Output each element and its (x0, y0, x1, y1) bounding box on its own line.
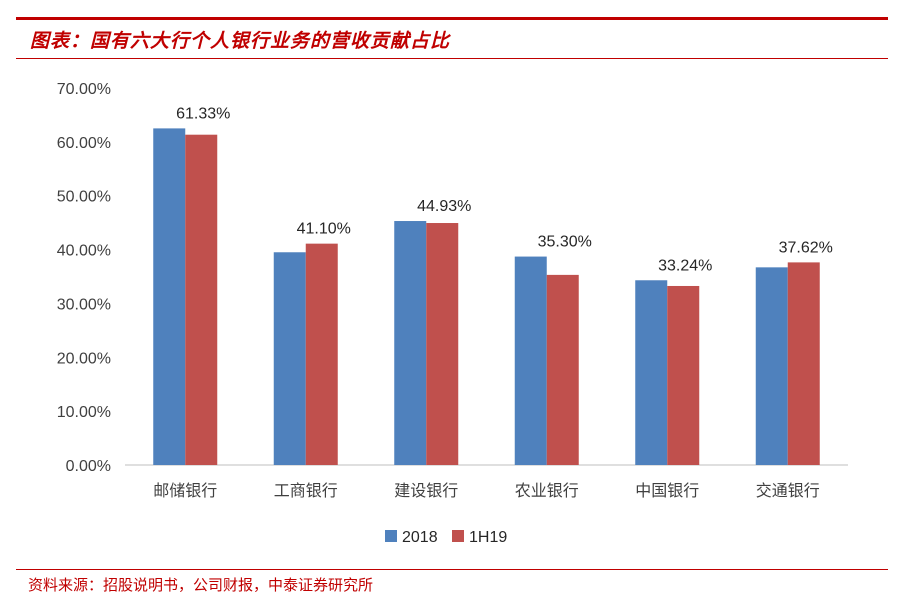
category-label: 农业银行 (515, 481, 579, 500)
bar-1H19 (667, 285, 700, 465)
category-label: 邮储银行 (153, 481, 217, 500)
category-label: 工商银行 (274, 481, 338, 500)
y-tick-label: 20.00% (57, 350, 111, 367)
category-label: 建设银行 (394, 481, 458, 500)
legend-label: 2018 (402, 529, 438, 546)
footer-rule (16, 569, 888, 570)
bars (153, 128, 820, 465)
category-label: 交通银行 (756, 481, 820, 500)
legend-swatch-2018 (385, 530, 397, 542)
legend-swatch-1H19 (452, 530, 464, 542)
data-label: 61.33% (176, 105, 230, 122)
data-label: 44.93% (417, 198, 471, 215)
bar-1H19 (426, 223, 459, 465)
category-labels: 邮储银行 工商银行 建设银行 农业银行 中国银行 交通银行 (153, 481, 820, 500)
legend: 2018 1H19 (385, 529, 507, 546)
y-tick-label: 0.00% (66, 458, 111, 475)
bar-1H19 (305, 243, 338, 465)
bar-2018 (514, 256, 547, 465)
y-tick-label: 30.00% (57, 296, 111, 313)
category-label: 中国银行 (635, 481, 699, 500)
y-tick-label: 50.00% (57, 189, 111, 206)
legend-label: 1H19 (469, 529, 507, 546)
title-top-rule (16, 17, 888, 20)
data-labels: 61.33% 41.10% 44.93% 35.30% 33.24% 37.62% (176, 105, 833, 274)
bar-2018 (273, 252, 306, 465)
source-note: 资料来源：招股说明书，公司财报，中泰证券研究所 (28, 576, 374, 594)
data-label: 35.30% (538, 234, 592, 251)
y-tick-label: 60.00% (57, 135, 111, 152)
y-axis: 0.00% 10.00% 20.00% 30.00% 40.00% 50.00% 60.00… (57, 81, 111, 475)
bar-1H19 (787, 262, 820, 465)
y-tick-label: 70.00% (57, 81, 111, 98)
data-label: 37.62% (779, 239, 833, 256)
title-bottom-rule (16, 58, 888, 59)
data-label: 33.24% (658, 257, 712, 274)
y-tick-label: 10.00% (57, 404, 111, 421)
bar-2018 (755, 267, 788, 465)
data-label: 41.10% (297, 221, 351, 238)
bar-1H19 (185, 134, 218, 465)
bar-2018 (635, 280, 668, 465)
bar-2018 (394, 221, 427, 465)
bar-1H19 (546, 274, 579, 465)
bar-2018 (153, 128, 186, 465)
y-tick-label: 40.00% (57, 243, 111, 260)
figure-title: 图表：国有六大行个人银行业务的营收贡献占比 (30, 30, 451, 52)
